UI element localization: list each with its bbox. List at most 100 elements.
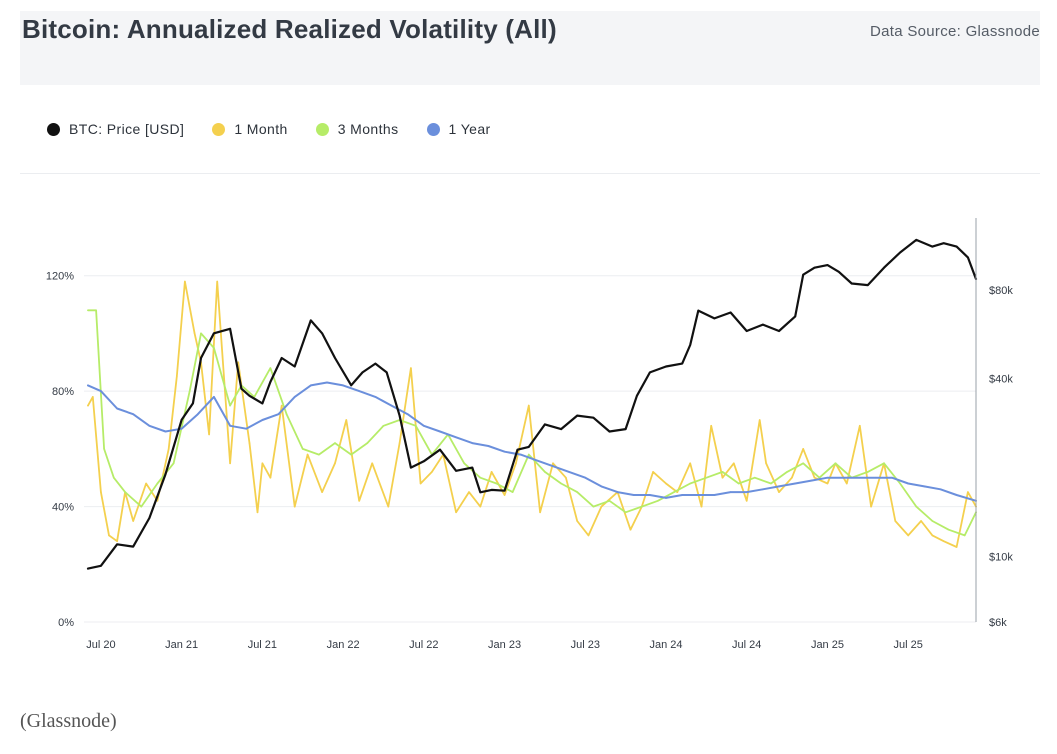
page-title: Bitcoin: Annualized Realized Volatility … <box>22 14 557 44</box>
btc-price-point <box>516 448 519 451</box>
volatility-3-months-point <box>95 309 97 312</box>
chart-container <box>20 173 1040 686</box>
y-left-tick-label: 40% <box>52 502 74 514</box>
btc-price-point <box>503 489 506 492</box>
x-tick-label: Jul 23 <box>571 639 600 651</box>
btc-price-point <box>762 323 764 326</box>
volatility-chart[interactable]: 0% 40% 80% 120% $6k $10k $40k $80k Jul 20 Jan 21 J… <box>0 0 1057 700</box>
volatility-1-year-point <box>406 413 409 416</box>
btc-price-point <box>423 460 425 463</box>
volatility-1-month-point <box>108 534 110 537</box>
volatility-1-month-point <box>515 462 517 465</box>
volatility-1-year-line <box>87 381 977 502</box>
volatility-1-year-point <box>907 482 909 485</box>
x-tick-label: Jan 25 <box>811 639 844 651</box>
volatility-1-month-point <box>269 476 272 479</box>
volatility-3-months-point <box>318 453 320 456</box>
btc-price-point <box>455 470 457 472</box>
volatility-1-year-point <box>697 494 700 496</box>
volatility-1-month-point <box>193 332 196 335</box>
volatility-1-year-point <box>277 413 280 416</box>
volatility-1-month-point <box>419 482 422 485</box>
x-tick-label: Jul 24 <box>732 639 761 651</box>
volatility-3-months-point <box>867 471 869 473</box>
volatility-1-month-point <box>907 534 909 537</box>
volatility-1-month-point <box>528 404 530 407</box>
image-caption: (Glassnode) <box>20 710 117 732</box>
btc-price-point <box>180 419 183 421</box>
btc-price-point <box>867 284 869 286</box>
volatility-1-year-point <box>374 396 377 398</box>
data-source-label: Data Source: Glassnode <box>869 23 1040 40</box>
volatility-1-month-point <box>745 500 748 502</box>
btc-price-point <box>967 256 969 259</box>
y-right-tick-label: $10k <box>989 551 1013 563</box>
btc-price-point <box>213 332 215 335</box>
volatility-1-year-point <box>180 427 183 430</box>
axes: 0% 40% 80% 120% $6k $10k $40k $80k Jul 20 Jan 21 J… <box>46 218 1013 651</box>
btc-price-point <box>745 330 748 332</box>
volatility-3-months-point <box>172 462 175 465</box>
btc-price-point <box>439 448 441 451</box>
btc-price-point <box>931 245 934 248</box>
volatility-1-month-point <box>100 491 102 493</box>
volatility-1-month-line <box>87 280 977 548</box>
volatility-3-months-point <box>721 471 724 473</box>
volatility-3-months-point <box>608 500 611 502</box>
volatility-1-month-point <box>813 476 816 479</box>
volatility-3-months-point <box>269 367 272 369</box>
volatility-1-month-point <box>791 476 793 479</box>
btc-price-point <box>385 371 388 374</box>
volatility-1-month-point <box>565 476 567 479</box>
volatility-1-month-point <box>116 540 118 542</box>
volatility-1-year-point <box>536 459 538 462</box>
volatility-1-year-point <box>955 494 958 496</box>
volatility-3-months-point <box>511 491 514 493</box>
volatility-1-year-point <box>164 430 167 433</box>
legend-item-3-months[interactable]: 3 Months <box>315 121 399 137</box>
volatility-3-months-point <box>705 476 708 479</box>
x-tick-label: Jan 24 <box>649 639 682 651</box>
volatility-3-months-point <box>103 448 105 450</box>
legend-item-1-month[interactable]: 1 Month <box>212 121 287 137</box>
volatility-1-year-point <box>390 404 393 407</box>
volatility-1-month-point <box>665 482 667 485</box>
x-tick-label: Jul 20 <box>86 639 115 651</box>
volatility-1-month-point <box>321 491 323 493</box>
volatility-3-months-point <box>624 511 627 514</box>
volatility-1-month-point <box>700 505 703 508</box>
btc-price-point <box>293 365 296 368</box>
btc-price-point <box>802 273 804 276</box>
legend-label: 1 Year <box>448 121 491 137</box>
volatility-1-year-point <box>552 465 554 468</box>
btc-price-point <box>636 395 638 397</box>
volatility-3-months-point <box>834 462 837 465</box>
volatility-1-month-point <box>358 500 361 502</box>
btc-price-point <box>608 430 611 433</box>
volatility-3-months-point <box>899 482 901 485</box>
volatility-1-year-point <box>810 479 813 482</box>
btc-price-point <box>713 317 716 320</box>
legend-dot-icon <box>315 122 329 136</box>
volatility-1-month-point <box>92 396 94 398</box>
chart-header: Bitcoin: Annualized Realized Volatility … <box>20 11 1040 85</box>
volatility-1-year-point <box>745 491 748 493</box>
volatility-1-month-point <box>345 419 348 421</box>
volatility-3-months-point <box>301 448 304 450</box>
volatility-3-months-point <box>931 520 934 522</box>
legend-item-1-year[interactable]: 1 Year <box>426 121 491 137</box>
legend-dot-icon <box>426 122 440 136</box>
volatility-1-month-point <box>802 448 804 450</box>
volatility-1-month-point <box>229 462 231 465</box>
volatility-3-months-point <box>576 491 578 493</box>
legend-item-btc[interactable]: BTC: Price [USD] <box>47 121 184 137</box>
btc-price-point <box>280 357 283 359</box>
chart-legend: BTC: Price [USD] 1 Month 3 Months 1 Year <box>47 121 491 137</box>
volatility-1-year-point <box>681 494 683 496</box>
volatility-1-year-point <box>100 390 102 392</box>
btc-price-point <box>116 543 118 546</box>
volatility-1-month-point <box>778 491 780 493</box>
volatility-1-month-point <box>410 367 412 369</box>
btc-price-point <box>310 319 312 322</box>
y-right-tick-label: $80k <box>989 285 1013 297</box>
